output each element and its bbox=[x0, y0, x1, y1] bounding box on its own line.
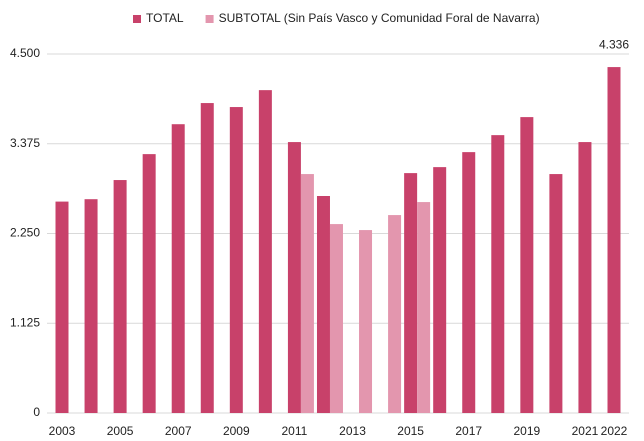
bar bbox=[229, 107, 243, 414]
legend-label: SUBTOTAL (Sin País Vasco y Comunidad For… bbox=[219, 11, 540, 25]
bar bbox=[359, 230, 373, 413]
x-tick-label: 2017 bbox=[455, 424, 482, 436]
bar bbox=[462, 152, 476, 414]
x-tick-label: 2009 bbox=[223, 424, 250, 436]
legend-label: TOTAL bbox=[146, 11, 184, 25]
bar bbox=[171, 124, 185, 414]
x-tick-label: 2011 bbox=[282, 424, 308, 436]
bar bbox=[388, 215, 402, 413]
bar bbox=[55, 201, 69, 413]
bar bbox=[84, 199, 98, 413]
bar bbox=[258, 90, 272, 413]
y-tick-label: 4.500 bbox=[10, 46, 40, 60]
x-tick-label: 2005 bbox=[107, 424, 134, 436]
y-tick-label: 3.375 bbox=[10, 136, 40, 150]
bar bbox=[300, 174, 314, 413]
bar bbox=[417, 202, 431, 413]
x-tick-label: 2013 bbox=[339, 424, 366, 436]
x-tick-label: 2022 bbox=[601, 424, 628, 436]
y-tick-label: 2.250 bbox=[10, 226, 40, 240]
bar bbox=[316, 196, 330, 413]
bar bbox=[491, 135, 505, 413]
bar bbox=[607, 67, 621, 413]
legend-swatch bbox=[205, 15, 214, 23]
x-tick-label: 2019 bbox=[513, 424, 540, 436]
bar bbox=[113, 180, 127, 413]
bar bbox=[433, 167, 447, 413]
x-tick-label: 2021 bbox=[572, 424, 599, 436]
y-tick-label: 0 bbox=[33, 405, 40, 419]
bar bbox=[404, 173, 418, 413]
legend-swatch bbox=[133, 15, 141, 23]
bar bbox=[578, 142, 592, 414]
x-tick-label: 2003 bbox=[49, 424, 76, 436]
value-label: 4.336 bbox=[599, 37, 629, 51]
bar bbox=[549, 174, 563, 413]
bar bbox=[200, 103, 214, 414]
x-tick-label: 2015 bbox=[397, 424, 424, 436]
bar bbox=[287, 142, 301, 414]
bar bbox=[329, 224, 343, 413]
y-tick-label: 1.125 bbox=[10, 315, 40, 329]
bar bbox=[520, 117, 534, 414]
bar bbox=[142, 154, 156, 414]
x-tick-label: 2007 bbox=[165, 424, 192, 436]
